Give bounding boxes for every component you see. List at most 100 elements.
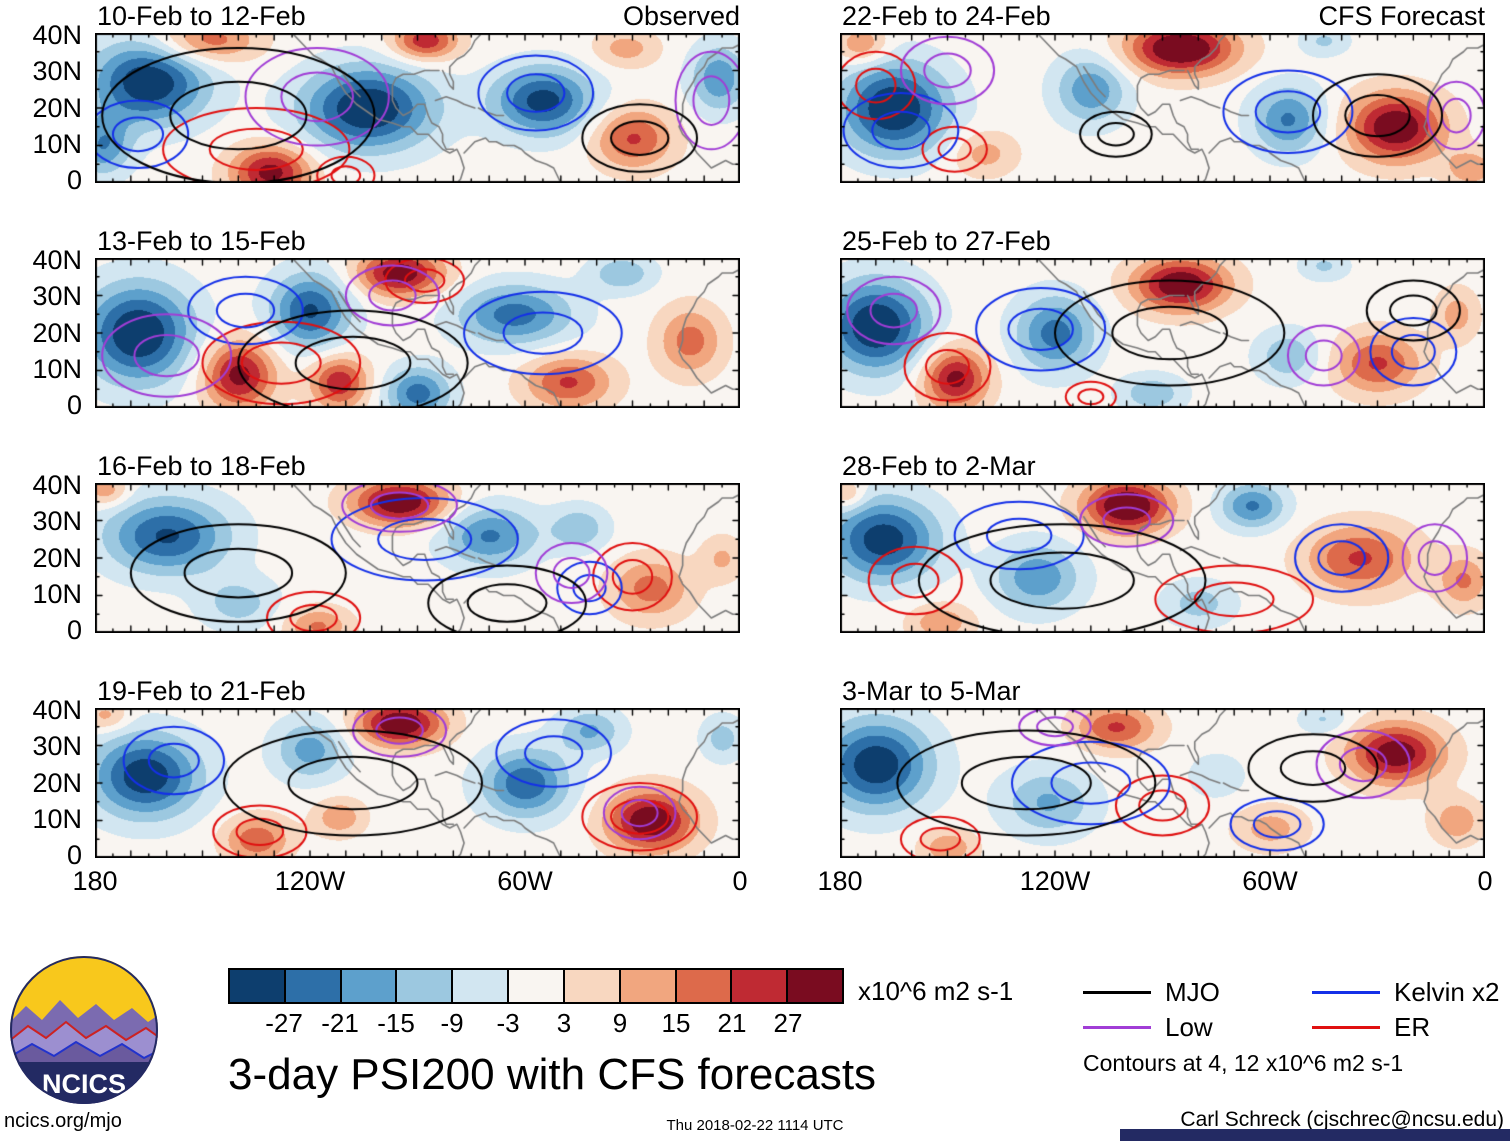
- y-tick-label: 30N: [32, 506, 82, 537]
- legend-entry-mjo: MJO: [1083, 977, 1220, 1007]
- x-tick-label: 60W: [1242, 866, 1298, 896]
- panel-title: 16-Feb to 18-Feb: [97, 451, 306, 481]
- panel-title: 22-Feb to 24-Feb: [842, 1, 1051, 31]
- y-tick-label: 30N: [32, 731, 82, 762]
- panel-forecast-2: 25-Feb to 27-Feb: [840, 226, 1485, 408]
- colorbar-cell: [341, 970, 398, 1002]
- er-line-swatch: [1312, 1025, 1380, 1029]
- y-tick-label: 20N: [32, 767, 82, 798]
- panel-observed-3: 16-Feb to 18-Feb 40N 30N 20N 10N 0: [32, 451, 740, 645]
- map-canvas: [840, 33, 1485, 183]
- panel-title: 13-Feb to 15-Feb: [97, 226, 306, 256]
- map-canvas: [840, 483, 1485, 633]
- colorbar-cell: [564, 970, 621, 1002]
- x-tick-label: 120W: [274, 866, 346, 896]
- panel-title: 10-Feb to 12-Feb: [97, 1, 306, 31]
- colorbar-tick-label: -27: [265, 1008, 303, 1038]
- footer-url: ncics.org/mjo: [4, 1110, 122, 1132]
- x-tick-label: 0: [732, 866, 748, 896]
- x-tick-label: 180: [72, 866, 118, 896]
- panel-observed-4: 19-Feb to 21-Feb 40N 30N 20N 10N 0: [32, 676, 740, 870]
- colorbar-tick-label: 27: [773, 1008, 803, 1038]
- colorbar-tick-label: -15: [377, 1008, 415, 1038]
- map-canvas: [95, 708, 740, 858]
- map-canvas: [95, 258, 740, 408]
- legend-entry-low: Low: [1083, 1011, 1213, 1042]
- legend-entry-er: ER: [1312, 1011, 1431, 1042]
- y-tick-label: 40N: [32, 470, 82, 500]
- x-axis-labels-observed: 180 120W 60W 0: [72, 866, 747, 898]
- colorbar-tick-label: -9: [440, 1008, 464, 1038]
- y-axis-labels: 40N 30N 20N 10N 0: [7, 695, 89, 871]
- y-tick-label: 20N: [32, 317, 82, 348]
- kelvin-line-swatch: [1312, 990, 1380, 994]
- colorbar-tick-label: -21: [321, 1008, 359, 1038]
- figure-title: 3-day PSI200 with CFS forecasts: [228, 1050, 877, 1099]
- panel-title: 28-Feb to 2-Mar: [842, 451, 1036, 481]
- x-tick-label: 60W: [497, 866, 553, 896]
- x-tick-label: 180: [817, 866, 863, 896]
- map-canvas: [95, 483, 740, 633]
- y-axis-labels: 40N 30N 20N 10N 0: [7, 245, 89, 421]
- y-axis-labels: 40N 30N 20N 10N 0: [7, 470, 89, 646]
- low-line-swatch: [1083, 1025, 1151, 1029]
- map-canvas: [95, 33, 740, 183]
- panel-forecast-1: 22-Feb to 24-Feb CFS Forecast: [840, 1, 1485, 183]
- colorbar-tick-label: 15: [661, 1008, 691, 1038]
- colorbar-cell: [732, 970, 789, 1002]
- colorbar-units: x10^6 m2 s-1: [858, 976, 1014, 1006]
- y-tick-label: 0: [66, 615, 82, 645]
- y-tick-label: 30N: [32, 56, 82, 87]
- y-tick-label: 40N: [32, 245, 82, 275]
- y-tick-label: 10N: [32, 128, 82, 159]
- x-axis-labels-forecast: 180 120W 60W 0: [817, 866, 1492, 898]
- y-tick-label: 10N: [32, 578, 82, 609]
- panel-forecast-4: 3-Mar to 5-Mar: [840, 676, 1485, 858]
- legend-entry-kelvin: Kelvin x2: [1312, 977, 1500, 1007]
- y-tick-label: 30N: [32, 281, 82, 312]
- colorbar-cell: [788, 970, 842, 1002]
- column-subtitle-observed: Observed: [622, 1, 740, 31]
- column-subtitle-forecast: CFS Forecast: [1318, 1, 1485, 31]
- colorbar-tick-label: 21: [717, 1008, 747, 1038]
- colorbar-cell: [230, 970, 286, 1002]
- colorbar: [228, 968, 844, 1004]
- panel-observed-2: 13-Feb to 15-Feb 40N 30N 20N 10N 0: [32, 226, 740, 420]
- legend-label: Low: [1165, 1011, 1213, 1042]
- colorbar-tick-label: 9: [612, 1008, 628, 1038]
- map-canvas: [840, 258, 1485, 408]
- y-axis-labels: 40N 30N 20N 10N 0: [7, 20, 89, 196]
- colorbar-cell: [285, 970, 342, 1002]
- y-tick-label: 0: [66, 390, 82, 420]
- mjo-line-swatch: [1083, 990, 1151, 994]
- colorbar-cell: [509, 970, 565, 1002]
- bottom-bar: [1120, 1129, 1510, 1141]
- colorbar-cell: [620, 970, 677, 1002]
- panel-forecast-3: 28-Feb to 2-Mar: [840, 451, 1485, 633]
- y-tick-label: 10N: [32, 803, 82, 834]
- y-tick-label: 10N: [32, 353, 82, 384]
- y-tick-label: 40N: [32, 695, 82, 725]
- contour-note: Contours at 4, 12 x10^6 m2 s-1: [1083, 1050, 1404, 1076]
- panel-title: 25-Feb to 27-Feb: [842, 226, 1051, 256]
- logo-text: NCICS: [42, 1069, 126, 1099]
- y-tick-label: 20N: [32, 542, 82, 573]
- x-tick-label: 120W: [1019, 866, 1091, 896]
- footer-credit: Carl Schreck (cjschrec@ncsu.edu): [1180, 1108, 1504, 1131]
- colorbar-tick-label: -3: [496, 1008, 520, 1038]
- panel-observed-1: 10-Feb to 12-Feb Observed 40N 30N 20N 10N 0: [32, 1, 740, 195]
- ncics-logo: NCICS: [10, 956, 158, 1104]
- logo-ring: [10, 956, 158, 1104]
- y-tick-label: 40N: [32, 20, 82, 50]
- y-tick-label: 0: [66, 165, 82, 195]
- footer-timestamp: Thu 2018-02-22 1114 UTC: [666, 1117, 844, 1134]
- x-tick-label: 0: [1477, 866, 1493, 896]
- legend-label: ER: [1394, 1011, 1431, 1042]
- map-canvas: [840, 708, 1485, 858]
- colorbar-cell: [397, 970, 454, 1002]
- colorbar-labels: -27 -21 -15 -9 -3 3 9 15 21 27: [228, 1008, 844, 1038]
- colorbar-tick-label: 3: [556, 1008, 572, 1038]
- panel-title: 3-Mar to 5-Mar: [842, 676, 1021, 706]
- colorbar-cell: [453, 970, 510, 1002]
